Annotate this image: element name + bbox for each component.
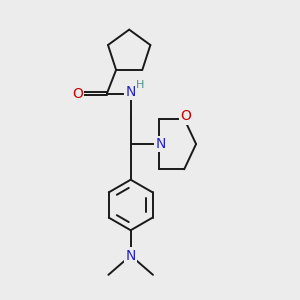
Text: H: H	[136, 80, 144, 90]
Text: N: N	[155, 137, 166, 151]
Text: N: N	[125, 248, 136, 262]
Text: N: N	[125, 85, 136, 99]
Text: O: O	[72, 86, 83, 100]
Text: O: O	[180, 110, 191, 123]
